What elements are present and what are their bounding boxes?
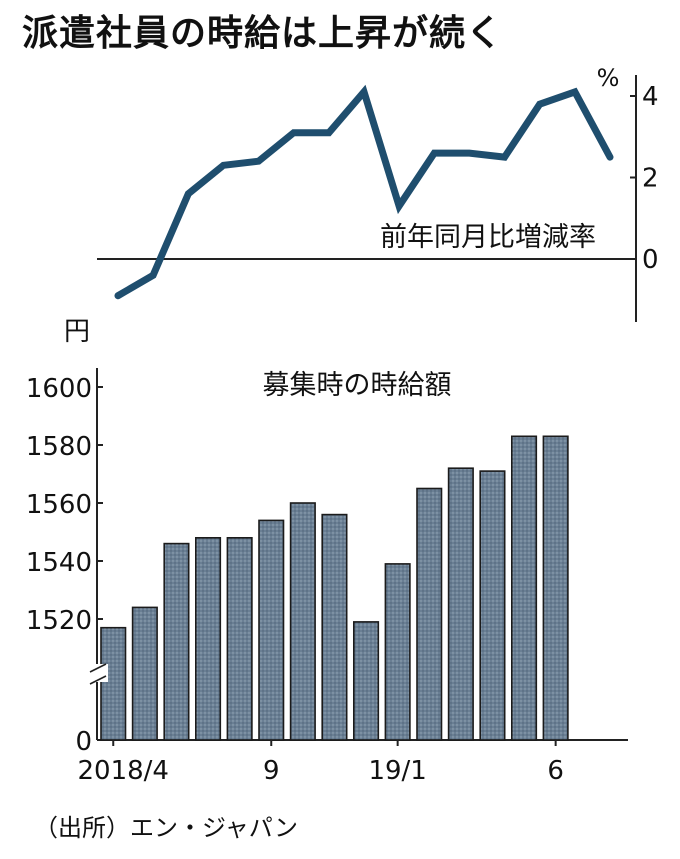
- bar-y-tick-label: 0: [75, 727, 92, 757]
- bar: [512, 436, 537, 740]
- bar-x-tick-label: 9: [263, 756, 280, 786]
- bar-y-tick-label: 1600: [26, 374, 92, 404]
- bar: [196, 538, 221, 740]
- bar: [480, 471, 505, 740]
- bar-y-tick-label: 1520: [26, 606, 92, 636]
- line-chart-y-ticks: 4 2 0: [630, 82, 659, 275]
- bar-y-tick-label: 1580: [26, 432, 92, 462]
- bar: [417, 489, 442, 741]
- bar-x-tick-label: 19/1: [368, 756, 426, 786]
- bar-x-tick-label: 6: [547, 756, 564, 786]
- line-series: [118, 92, 610, 296]
- source-note: （出所）エン・ジャパン: [34, 808, 298, 843]
- line-chart: 4 2 0 % 前年同月比増減率: [97, 64, 659, 322]
- bar-chart: 円 募集時の時給額 1600 1580 1560 1540 1520 0 2018/4 9 1…: [26, 317, 628, 786]
- bar-y-tick-label: 1560: [26, 490, 92, 520]
- bar-y-tick-label: 1540: [26, 548, 92, 578]
- bar: [291, 503, 316, 740]
- line-y-tick-label: 0: [642, 245, 659, 275]
- line-chart-unit: %: [597, 64, 620, 92]
- line-y-tick-label: 4: [642, 82, 659, 112]
- bar: [449, 468, 474, 740]
- bar-series: [101, 436, 568, 740]
- bar: [101, 628, 126, 740]
- bar: [133, 607, 158, 740]
- bar-x-tick-label: 2018/4: [78, 756, 169, 786]
- bar: [259, 520, 284, 740]
- bar-chart-x-ticks: 2018/4 9 19/1 6: [78, 740, 564, 786]
- bar: [164, 544, 189, 740]
- bar: [322, 515, 347, 740]
- bar: [227, 538, 252, 740]
- bar-chart-unit: 円: [64, 317, 90, 347]
- line-y-tick-label: 2: [642, 164, 659, 194]
- bar-chart-y-ticks: 1600 1580 1560 1540 1520 0: [26, 374, 103, 757]
- bar: [385, 564, 410, 740]
- bar-chart-series-label: 募集時の時給額: [263, 370, 452, 401]
- line-chart-series-label: 前年同月比増減率: [380, 222, 596, 253]
- bar: [354, 622, 379, 740]
- axis-break-mark: [84, 664, 108, 684]
- bar: [543, 436, 568, 740]
